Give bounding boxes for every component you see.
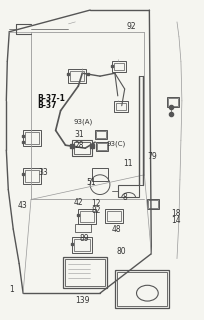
Bar — [97, 143, 106, 150]
Text: 28: 28 — [74, 141, 83, 150]
Bar — [111, 61, 125, 72]
Bar — [72, 237, 92, 253]
Text: 31: 31 — [74, 130, 83, 139]
Text: 89: 89 — [79, 235, 89, 244]
Text: 139: 139 — [75, 296, 89, 305]
Text: 48: 48 — [111, 225, 121, 234]
Text: 8: 8 — [122, 193, 127, 202]
Bar — [148, 200, 157, 208]
Bar — [25, 132, 39, 144]
Bar — [106, 211, 120, 221]
Text: 51: 51 — [85, 178, 95, 187]
Bar — [113, 101, 127, 112]
Bar — [25, 170, 39, 182]
Bar — [68, 69, 86, 83]
Bar — [74, 239, 90, 251]
Text: 43: 43 — [18, 201, 27, 210]
Text: 93(C): 93(C) — [106, 140, 125, 147]
Bar — [96, 142, 107, 151]
Bar — [115, 103, 125, 110]
Bar — [78, 209, 96, 224]
Bar — [23, 168, 41, 184]
Bar — [167, 98, 177, 106]
Text: 82: 82 — [91, 206, 100, 215]
Bar — [104, 209, 122, 223]
Bar — [114, 270, 168, 308]
Bar — [80, 211, 94, 222]
Bar — [166, 97, 178, 107]
Bar — [147, 199, 159, 209]
Bar — [74, 142, 90, 154]
Text: 93(A): 93(A) — [73, 119, 93, 125]
Bar — [23, 131, 41, 146]
Text: B-37-1: B-37-1 — [37, 94, 64, 103]
Bar — [116, 272, 166, 306]
Bar — [62, 257, 106, 288]
Bar — [70, 71, 84, 81]
Text: 1: 1 — [9, 285, 14, 294]
Bar — [95, 131, 106, 139]
Bar — [92, 168, 107, 181]
Bar — [72, 140, 92, 156]
Text: B-37: B-37 — [37, 101, 56, 110]
Bar — [96, 132, 105, 138]
Text: 11: 11 — [122, 159, 132, 168]
Text: 14: 14 — [170, 216, 180, 225]
Text: 18: 18 — [170, 209, 180, 218]
Text: 92: 92 — [126, 22, 136, 31]
Text: 33: 33 — [39, 168, 48, 177]
Text: 79: 79 — [146, 152, 156, 161]
Text: 80: 80 — [116, 247, 126, 256]
Bar — [75, 224, 91, 232]
Bar — [113, 63, 123, 70]
Text: 12: 12 — [91, 199, 100, 208]
Text: 42: 42 — [73, 198, 82, 207]
Bar — [64, 259, 104, 286]
